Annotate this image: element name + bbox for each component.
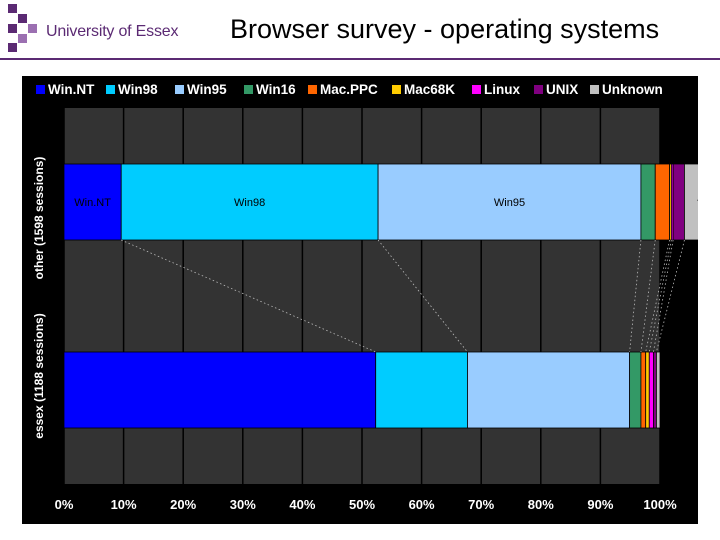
x-tick-label: 80%: [528, 497, 554, 512]
bar-segment-mac-ppc: [654, 163, 670, 241]
bar-segment-win16: [640, 163, 656, 241]
bar-segment-unknown: [656, 351, 661, 429]
legend-label: Win98: [118, 82, 158, 97]
connector-line: [645, 239, 670, 353]
bar-segment-win95: [377, 163, 642, 241]
legend-swatch: [36, 85, 45, 94]
legend-swatch: [590, 85, 599, 94]
legend-swatch: [472, 85, 481, 94]
x-tick-label: 0%: [55, 497, 74, 512]
legend-label: Mac68K: [404, 82, 455, 97]
connector-line: [653, 239, 674, 353]
segment-label: Win98: [234, 197, 265, 209]
legend-label: Win16: [256, 82, 296, 97]
segment-label: Win.NT: [74, 197, 111, 209]
x-tick-label: 20%: [170, 497, 196, 512]
bar-segment-win16: [629, 351, 642, 429]
x-tick-label: 30%: [230, 497, 256, 512]
header-divider: [0, 58, 720, 60]
x-tick-label: 60%: [409, 497, 435, 512]
legend-label: Mac.PPC: [320, 82, 378, 97]
legend-swatch: [175, 85, 184, 94]
legend-swatch: [392, 85, 401, 94]
chart-panel: 0% 10% 20% 30% 40% 50% 60% 70% 80% 90% 100% Win.NT W…: [22, 76, 698, 524]
bar-segment-unix: [672, 163, 685, 241]
segment-label: Win95: [494, 197, 525, 209]
x-tick-label: 100%: [643, 497, 677, 512]
bar-segment-win98: [375, 351, 468, 429]
x-tick-label: 90%: [587, 497, 613, 512]
connector-line: [629, 239, 642, 353]
legend-swatch: [106, 85, 115, 94]
page-title: Browser survey - operating systems: [230, 14, 660, 44]
legend-label: UNIX: [546, 82, 578, 97]
legend-label: Win95: [187, 82, 227, 97]
legend-swatch: [534, 85, 543, 94]
x-tick-label: 40%: [289, 497, 315, 512]
legend-label: Win.NT: [48, 82, 95, 97]
bar-segment-linux: [648, 351, 654, 429]
logo-text: University of Essex: [46, 23, 179, 40]
connector-line: [656, 239, 685, 353]
segment-label: ?: [697, 197, 698, 209]
bar-segment-unix: [653, 351, 657, 429]
connector-line: [648, 239, 672, 353]
x-tick-label: 70%: [468, 497, 494, 512]
logo-squares-icon: [8, 4, 38, 52]
stacked-bar-chart: 0% 10% 20% 30% 40% 50% 60% 70% 80% 90% 100% Win.NT W…: [32, 82, 698, 512]
bar-segment-mac-ppc: [640, 351, 647, 429]
legend-label: Linux: [484, 82, 520, 97]
category-label: other (1598 sessions): [32, 157, 46, 280]
legend-swatch: [244, 85, 253, 94]
bar-segment-win95: [467, 351, 631, 429]
x-tick-label: 50%: [349, 497, 375, 512]
legend-label: Unknown: [602, 82, 663, 97]
bar-segment-unknown: [684, 163, 698, 241]
university-logo: University of Essex: [8, 4, 208, 52]
bar-segment-win-nt: [63, 351, 377, 429]
bar-segment-mac68k: [645, 351, 650, 429]
connector-line: [640, 239, 656, 353]
category-label: essex (1188 sessions): [32, 313, 46, 438]
x-tick-label: 10%: [111, 497, 137, 512]
legend-swatch: [308, 85, 317, 94]
